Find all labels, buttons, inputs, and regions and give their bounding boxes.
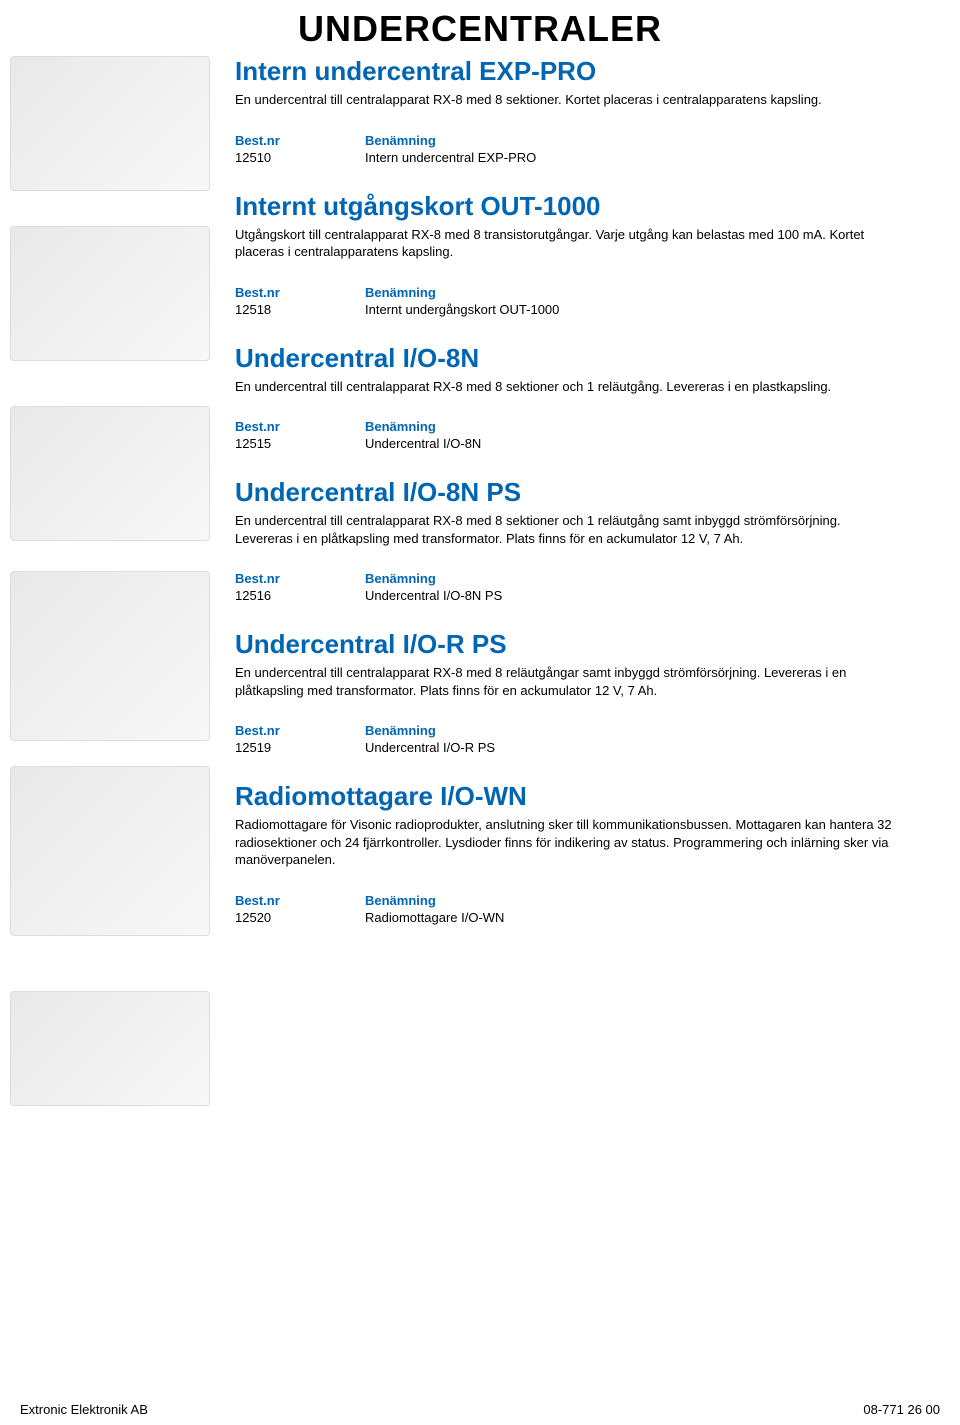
order-header-row: Best.nrBenämning [235,285,900,300]
product-image [10,226,210,361]
order-header-name: Benämning [365,571,900,586]
product-section: Intern undercentral EXP-PRO En undercentr… [235,56,900,165]
order-header-nr: Best.nr [235,285,365,300]
section-description: En undercentral till centralapparat RX-8… [235,91,900,109]
section-heading: Undercentral I/O-R PS [235,629,900,660]
order-name: Undercentral I/O-R PS [365,740,900,755]
product-section: Radiomottagare I/O-WN Radiomottagare för … [235,781,900,925]
text-column: Intern undercentral EXP-PRO En undercentr… [235,56,960,1106]
product-image [10,766,210,936]
product-section: Internt utgångskort OUT-1000 Utgångskort … [235,191,900,317]
order-name: Internt undergångskort OUT-1000 [365,302,900,317]
order-header-row: Best.nrBenämning [235,419,900,434]
order-header-nr: Best.nr [235,571,365,586]
section-description: En undercentral till centralapparat RX-8… [235,512,900,547]
order-header-nr: Best.nr [235,893,365,908]
order-nr: 12516 [235,588,365,603]
order-name: Radiomottagare I/O-WN [365,910,900,925]
order-header-name: Benämning [365,723,900,738]
page-title: UNDERCENTRALER [0,0,960,56]
product-image [10,571,210,741]
content-wrapper: Intern undercentral EXP-PRO En undercentr… [0,56,960,1106]
section-description: Utgångskort till centralapparat RX-8 med… [235,226,900,261]
order-header-name: Benämning [365,133,900,148]
order-data-row: 12520Radiomottagare I/O-WN [235,910,900,925]
section-description: Radiomottagare för Visonic radioprodukte… [235,816,900,869]
page-footer: Extronic Elektronik AB 08-771 26 00 [0,1402,960,1417]
order-name: Undercentral I/O-8N [365,436,900,451]
section-heading: Internt utgångskort OUT-1000 [235,191,900,222]
order-header-name: Benämning [365,285,900,300]
section-description: En undercentral till centralapparat RX-8… [235,378,900,396]
order-header-name: Benämning [365,893,900,908]
product-section: Undercentral I/O-8N En undercentral till … [235,343,900,452]
section-heading: Undercentral I/O-8N [235,343,900,374]
order-nr: 12510 [235,150,365,165]
product-image [10,56,210,191]
product-section: Undercentral I/O-R PS En undercentral til… [235,629,900,755]
order-header-nr: Best.nr [235,723,365,738]
order-header-row: Best.nrBenämning [235,723,900,738]
order-nr: 12515 [235,436,365,451]
section-heading: Intern undercentral EXP-PRO [235,56,900,87]
product-section: Undercentral I/O-8N PS En undercentral ti… [235,477,900,603]
footer-company: Extronic Elektronik AB [20,1402,148,1417]
order-header-nr: Best.nr [235,133,365,148]
order-data-row: 12515Undercentral I/O-8N [235,436,900,451]
product-image [10,406,210,541]
order-data-row: 12510Intern undercentral EXP-PRO [235,150,900,165]
section-heading: Undercentral I/O-8N PS [235,477,900,508]
order-data-row: 12516Undercentral I/O-8N PS [235,588,900,603]
order-nr: 12519 [235,740,365,755]
order-header-name: Benämning [365,419,900,434]
section-heading: Radiomottagare I/O-WN [235,781,900,812]
image-column [0,56,235,1106]
order-name: Intern undercentral EXP-PRO [365,150,900,165]
footer-phone: 08-771 26 00 [863,1402,940,1417]
order-name: Undercentral I/O-8N PS [365,588,900,603]
order-header-row: Best.nrBenämning [235,893,900,908]
order-data-row: 12518Internt undergångskort OUT-1000 [235,302,900,317]
product-image [10,991,210,1106]
order-header-row: Best.nrBenämning [235,133,900,148]
order-nr: 12518 [235,302,365,317]
order-header-row: Best.nrBenämning [235,571,900,586]
section-description: En undercentral till centralapparat RX-8… [235,664,900,699]
order-data-row: 12519Undercentral I/O-R PS [235,740,900,755]
order-header-nr: Best.nr [235,419,365,434]
order-nr: 12520 [235,910,365,925]
